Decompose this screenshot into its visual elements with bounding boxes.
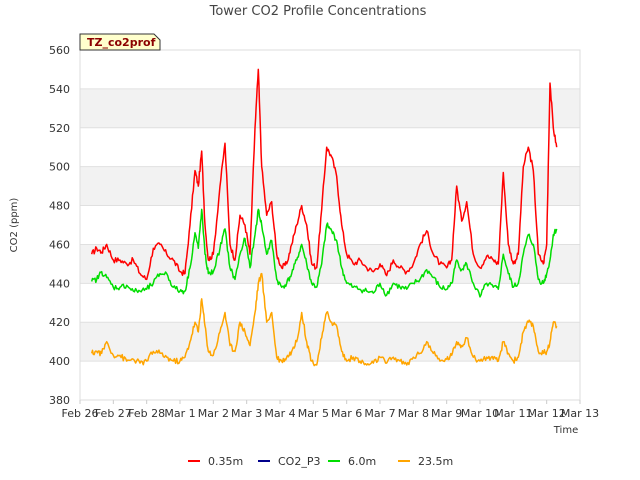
x-tick-label: Mar 9 bbox=[431, 407, 462, 420]
series-line-23.5m bbox=[90, 272, 558, 367]
legend-label: 23.5m bbox=[418, 455, 453, 468]
x-tick-label: Mar 12 bbox=[528, 407, 566, 420]
y-tick-label: 480 bbox=[49, 200, 70, 213]
x-tick-label: Mar 2 bbox=[198, 407, 229, 420]
legend-label: 0.35m bbox=[208, 455, 243, 468]
x-tick-label: Mar 4 bbox=[264, 407, 295, 420]
y-tick-label: 420 bbox=[49, 316, 70, 329]
x-tick-label: Mar 6 bbox=[331, 407, 362, 420]
x-axis-label: Time bbox=[553, 425, 578, 436]
grid-band bbox=[80, 205, 580, 245]
grid-band bbox=[80, 127, 580, 167]
grid-band bbox=[80, 88, 580, 128]
x-tick-label: Mar 13 bbox=[561, 407, 599, 420]
grid-bands bbox=[80, 49, 580, 401]
x-tick-label: Mar 11 bbox=[494, 407, 532, 420]
x-tick-label: Mar 10 bbox=[461, 407, 499, 420]
y-axis-label: CO2 (ppm) bbox=[9, 198, 20, 253]
y-tick-label: 520 bbox=[49, 122, 70, 135]
grid-band bbox=[80, 166, 580, 206]
site-tag-box bbox=[79, 33, 161, 51]
plot-area-border bbox=[79, 49, 581, 401]
series-line-6.0m bbox=[90, 208, 558, 298]
x-tick-label: Mar 5 bbox=[298, 407, 329, 420]
grid-band bbox=[80, 361, 580, 400]
y-tick-label: 380 bbox=[49, 394, 70, 407]
legend-label: 6.0m bbox=[348, 455, 376, 468]
legend: 0.35m CO2_P3 6.0m 23.5m bbox=[188, 455, 453, 468]
grid-band bbox=[80, 50, 580, 89]
chart-title: Tower CO2 Profile Concentrations bbox=[209, 4, 427, 19]
grid-band bbox=[80, 322, 580, 362]
x-tick-label: Mar 3 bbox=[231, 407, 262, 420]
y-tick-label: 440 bbox=[49, 277, 70, 290]
legend-label: CO2_P3 bbox=[278, 455, 320, 468]
y-axis-ticks: 380 400 420 440 460 480 500 520 540 560 bbox=[49, 44, 70, 407]
series-lines bbox=[90, 68, 558, 367]
series-line-0.35m bbox=[90, 68, 558, 281]
x-tick-label: Feb 27 bbox=[95, 407, 132, 420]
y-tick-label: 400 bbox=[49, 355, 70, 368]
x-tick-label: Mar 7 bbox=[364, 407, 395, 420]
x-tick-label: Mar 8 bbox=[398, 407, 429, 420]
x-tick-label: Feb 28 bbox=[128, 407, 165, 420]
site-tag-label: TZ_co2prof bbox=[87, 36, 156, 49]
x-tick-label: Feb 26 bbox=[62, 407, 99, 420]
x-tick-label: Mar 1 bbox=[164, 407, 195, 420]
y-tick-label: 540 bbox=[49, 83, 70, 96]
y-tick-label: 560 bbox=[49, 44, 70, 57]
site-tag: TZ_co2prof bbox=[79, 33, 161, 51]
y-tick-label: 500 bbox=[49, 161, 70, 174]
y-tick-label: 460 bbox=[49, 238, 70, 251]
grid-band bbox=[80, 283, 580, 323]
